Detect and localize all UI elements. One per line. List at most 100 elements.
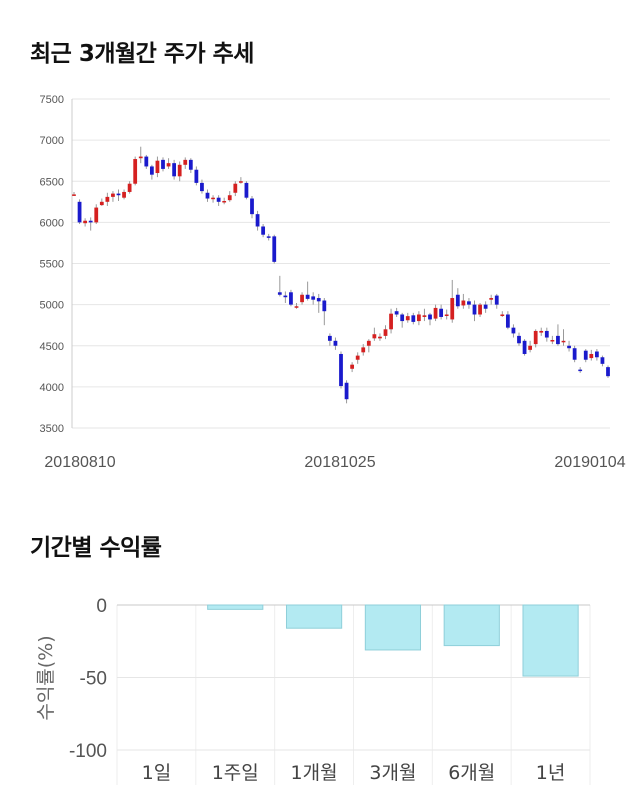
candle-body: [266, 236, 271, 238]
candle-body: [250, 198, 254, 215]
candle-body: [322, 300, 327, 312]
returns-y-tick-label: -50: [80, 669, 107, 690]
candle-body: [433, 307, 438, 319]
returns-x-tick-label: 1일: [142, 762, 172, 784]
candle-body: [544, 330, 549, 338]
returns-y-tick-label: 0: [96, 596, 107, 617]
candle-body: [133, 159, 138, 184]
candle-body: [350, 364, 355, 369]
candle-body: [283, 295, 288, 298]
price-y-tick-label: 6500: [40, 176, 64, 188]
candle-body: [233, 183, 238, 193]
price-y-tick-label: 5500: [40, 259, 64, 271]
candle-body: [305, 294, 310, 299]
price-y-tick-label: 5000: [40, 300, 64, 312]
candle-body: [522, 340, 527, 354]
candle-body: [467, 301, 471, 305]
returns-x-tick-label: 1년: [536, 762, 566, 784]
returns-x-tick-label: 6개월: [448, 762, 495, 784]
candle-body: [567, 345, 571, 349]
candle-body: [378, 336, 382, 339]
candle-body: [472, 304, 477, 315]
candle-body: [483, 304, 488, 309]
price-x-tick-label: 20180810: [44, 454, 115, 471]
candle-body: [122, 191, 126, 198]
candle-body: [416, 314, 421, 322]
candle-body: [366, 340, 371, 346]
candle-body: [333, 340, 338, 346]
candle-body: [344, 382, 349, 400]
candle-body: [244, 182, 249, 198]
returns-x-tick-label: 1개월: [291, 762, 338, 784]
candle-body: [517, 335, 521, 344]
candle-body: [188, 159, 193, 170]
candle-body: [533, 330, 538, 345]
price-x-tick-label: 20190104: [554, 454, 625, 471]
candle-body: [155, 160, 160, 174]
candle-body: [211, 197, 215, 200]
candle-body: [372, 334, 377, 339]
candle-body: [511, 327, 516, 334]
candle-body: [405, 316, 410, 321]
candle-body: [589, 353, 594, 359]
candle-body: [550, 339, 555, 342]
candle-body: [439, 308, 444, 317]
returns-y-tick-label: -100: [69, 741, 107, 762]
candle-body: [394, 311, 399, 315]
returns-bar: [207, 604, 264, 610]
candle-body: [255, 214, 260, 227]
candle-body: [227, 195, 232, 201]
candle-body: [489, 298, 494, 300]
candle-body: [183, 159, 188, 165]
candle-body: [261, 226, 266, 235]
candle-body: [94, 207, 99, 223]
candle-body: [450, 298, 455, 320]
candle-body: [144, 156, 149, 167]
candle-body: [494, 295, 499, 305]
candle-body: [77, 201, 82, 223]
candle-body: [88, 220, 93, 223]
candle-body: [355, 355, 360, 360]
candle-body: [478, 304, 482, 315]
returns-y-axis-label: 수익률(%): [35, 635, 57, 720]
candle-body: [172, 163, 177, 177]
candle-body: [594, 351, 599, 358]
candle-body: [444, 314, 449, 316]
price-y-tick-label: 6000: [40, 217, 64, 229]
returns-x-tick-label: 1주일: [212, 762, 259, 784]
candle-body: [289, 292, 293, 305]
candle-body: [428, 314, 432, 320]
candle-body: [572, 348, 577, 360]
candle-body: [72, 194, 76, 196]
candle-body: [539, 330, 544, 333]
candle-body: [116, 193, 121, 196]
candle-body: [127, 183, 132, 192]
price-y-tick-label: 7000: [40, 135, 64, 147]
price-y-tick-label: 7500: [40, 94, 64, 106]
candle-body: [161, 159, 165, 169]
candle-body: [83, 220, 88, 224]
candle-body: [383, 329, 388, 336]
candle-body: [99, 201, 104, 206]
price-candlestick-chart: 7500 7000 6500 6000 5500 5000 4500 4000 3500 2018…: [40, 94, 626, 471]
candle-body: [138, 156, 143, 159]
returns-bar: [443, 604, 500, 647]
price-y-tick-label: 4000: [40, 382, 64, 394]
candle-body: [149, 166, 154, 175]
candle-body: [500, 314, 505, 316]
returns-x-tick-label: 3개월: [369, 762, 416, 784]
candle-body: [561, 340, 566, 343]
candle-body: [455, 294, 460, 307]
price-chart-title: 최근 3개월간 주가 추세: [30, 41, 254, 67]
candle-body: [606, 367, 610, 377]
candle-body: [461, 300, 466, 306]
candle-body: [177, 164, 182, 177]
candle-body: [339, 353, 343, 387]
candle-body: [505, 314, 510, 328]
candle-body: [105, 196, 110, 202]
price-x-tick-label: 20181025: [304, 454, 375, 471]
candle-body: [311, 296, 316, 300]
candle-body: [200, 182, 204, 192]
candle-body: [222, 200, 227, 203]
